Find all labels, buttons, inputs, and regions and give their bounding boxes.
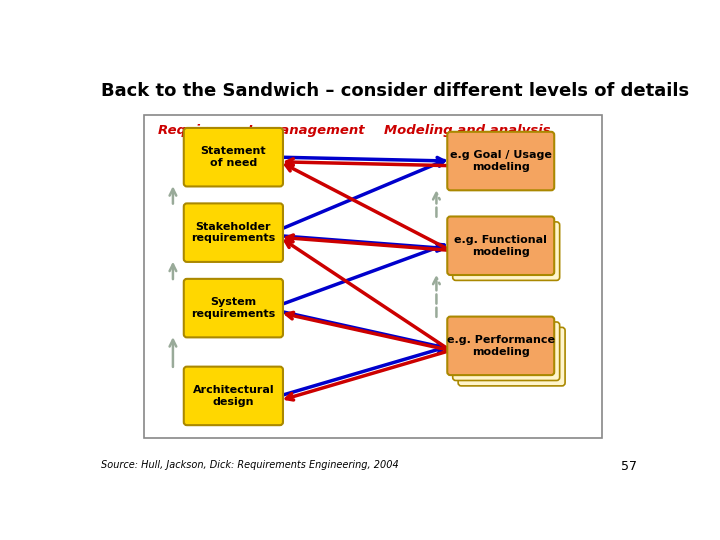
- Text: Back to the Sandwich – consider different levels of details: Back to the Sandwich – consider differen…: [101, 82, 689, 100]
- FancyBboxPatch shape: [453, 322, 559, 381]
- Bar: [144, 115, 601, 438]
- Text: Source: Hull, Jackson, Dick: Requirements Engineering, 2004: Source: Hull, Jackson, Dick: Requirement…: [101, 460, 399, 470]
- FancyBboxPatch shape: [458, 327, 565, 386]
- Text: Requirements management: Requirements management: [158, 124, 365, 137]
- FancyBboxPatch shape: [184, 279, 283, 338]
- Text: Architectural
design: Architectural design: [192, 385, 274, 407]
- Text: Modeling and analysis: Modeling and analysis: [384, 124, 551, 137]
- Text: 57: 57: [621, 460, 637, 473]
- FancyBboxPatch shape: [453, 222, 559, 280]
- FancyBboxPatch shape: [447, 132, 554, 190]
- FancyBboxPatch shape: [184, 367, 283, 425]
- FancyBboxPatch shape: [184, 204, 283, 262]
- Text: Stakeholder
requirements: Stakeholder requirements: [192, 222, 276, 244]
- Text: e.g Goal / Usage
modeling: e.g Goal / Usage modeling: [450, 150, 552, 172]
- Text: Statement
of need: Statement of need: [201, 146, 266, 168]
- FancyBboxPatch shape: [447, 316, 554, 375]
- Text: e.g. Performance
modeling: e.g. Performance modeling: [446, 335, 554, 356]
- FancyBboxPatch shape: [184, 128, 283, 186]
- FancyBboxPatch shape: [447, 217, 554, 275]
- Text: System
requirements: System requirements: [192, 298, 276, 319]
- Text: e.g. Functional
modeling: e.g. Functional modeling: [454, 235, 547, 256]
